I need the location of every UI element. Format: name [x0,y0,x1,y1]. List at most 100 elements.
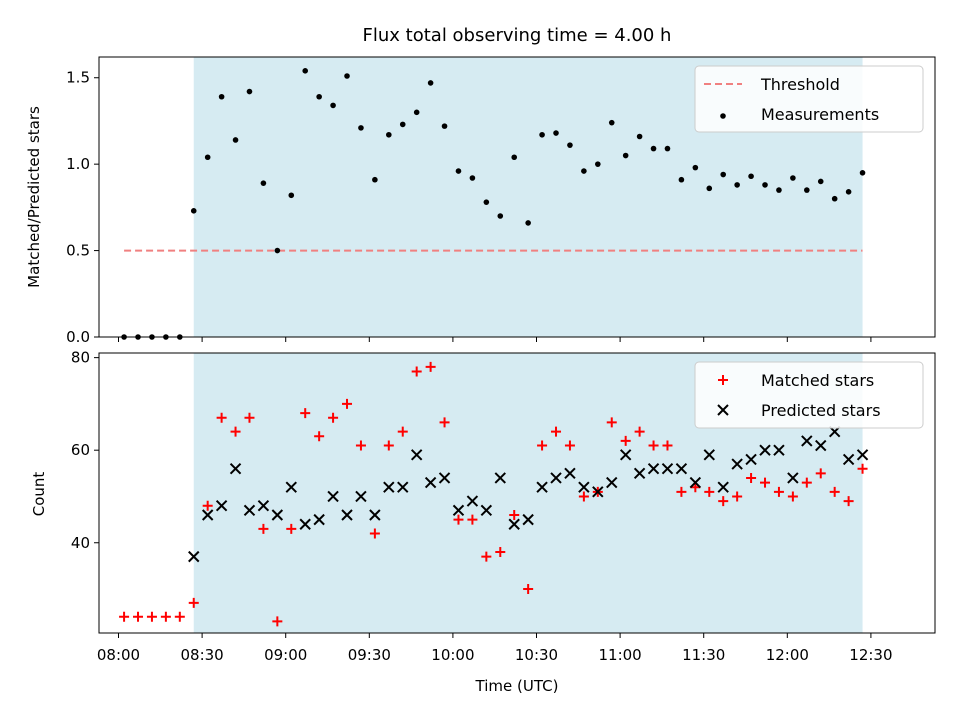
data-point [424,476,437,489]
data-point [497,213,504,219]
data-point [845,189,852,195]
data-point [244,412,255,423]
data-point [748,173,754,180]
data-point [369,509,381,521]
data-point [717,481,729,493]
data-point [564,467,576,480]
data-point [634,426,645,437]
data-point [578,491,589,502]
data-point [216,412,227,423]
data-point [288,192,295,199]
data-point [619,449,632,461]
data-point [606,417,617,428]
data-point [704,486,715,497]
data-point [664,145,671,152]
data-point [146,611,157,622]
y-tick-label: 80 [71,349,90,367]
data-point [787,472,799,484]
data-point [230,426,241,437]
data-point [567,142,573,148]
data-point [815,439,827,452]
data-point [286,523,297,534]
x-tick-label: 08:00 [97,646,140,664]
data-point [592,486,604,498]
data-point [773,444,785,456]
y-tick-label: 40 [71,534,90,552]
legend-marker [718,375,728,385]
legend-marker [717,404,729,416]
data-point [274,247,281,254]
bottom-panel: 40 60 80 08:00 08:30 09:00 09:30 10:00 10:30 11:0… [71,349,936,664]
data-point [859,170,866,176]
data-point [355,490,367,503]
data-point [483,199,490,205]
data-point [316,93,322,100]
data-point [787,491,798,502]
data-point [455,168,462,174]
data-point [790,175,796,181]
data-point [525,220,531,226]
data-point [330,102,336,109]
data-point [633,467,646,480]
data-point [466,495,479,507]
data-point [718,496,729,507]
data-point [438,472,451,484]
x-axis-label: Time (UTC) [475,677,559,695]
data-point [675,462,688,475]
data-point [313,513,325,526]
data-point [760,477,771,488]
data-point [204,154,211,161]
x-tick-label: 09:00 [264,646,307,664]
data-point [508,518,520,530]
data-point [636,133,643,140]
data-point [804,187,810,193]
data-point [439,417,450,428]
data-point [188,597,199,608]
legend-marker [720,113,726,119]
data-point [536,481,548,493]
bottom-y-axis-label: Count [30,472,48,517]
data-point [608,119,615,126]
top-panel: 0.0 0.5 1.0 1.5 Threshold Measurements [66,56,936,346]
data-point [452,504,465,517]
data-point [539,131,545,138]
legend: Threshold Measurements [694,65,924,133]
data-point [537,440,548,451]
data-point [817,178,824,185]
data-point [119,611,130,622]
legend-label: Matched stars [761,371,874,390]
data-point [369,528,380,539]
data-point [399,121,406,128]
data-point [856,449,869,461]
data-point [202,500,213,511]
data-point [650,145,657,152]
data-point [857,463,868,474]
data-point [564,440,575,451]
data-point [215,500,228,512]
data-point [553,130,559,136]
data-point [842,453,855,466]
data-point [258,523,269,534]
legend-label: Threshold [760,75,840,94]
data-point [523,584,534,595]
data-point [720,171,727,178]
data-point [831,195,838,202]
data-point [425,361,436,372]
chart-title: Flux total observing time = 4.00 h [363,25,672,46]
data-point [620,435,631,446]
data-point [731,458,743,470]
data-point [302,68,309,74]
data-point [358,125,364,131]
data-point [410,449,423,461]
data-point [606,476,618,489]
data-point [480,504,493,517]
x-tick-label: 12:00 [766,646,809,664]
data-point [328,412,339,423]
x-tick-label: 11:00 [598,646,641,664]
data-point [550,472,562,484]
top-y-axis-label: Matched/Predicted stars [25,106,43,288]
data-point [260,180,267,186]
data-point [327,490,339,503]
data-point [133,611,144,622]
